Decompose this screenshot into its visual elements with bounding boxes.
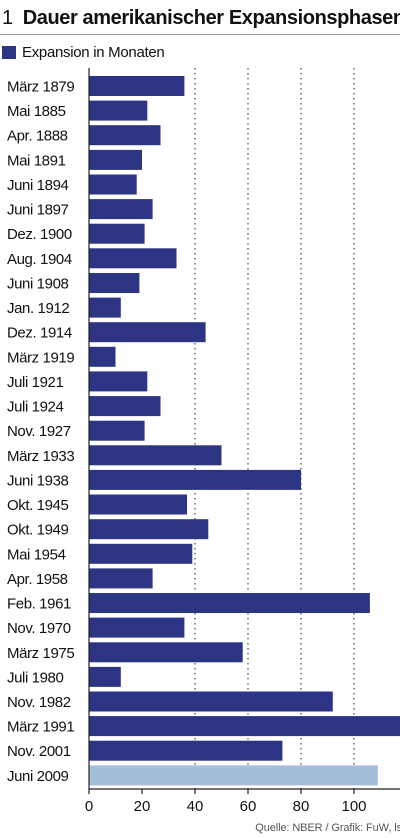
bar <box>89 346 116 367</box>
category-label: Nov. 1970 <box>7 620 71 637</box>
bar <box>89 716 400 737</box>
x-tick-label: 20 <box>134 798 151 815</box>
bar <box>89 371 148 392</box>
category-label: Juni 1938 <box>7 472 69 489</box>
bar <box>89 494 187 515</box>
category-label: Dez. 1914 <box>7 325 72 342</box>
bar <box>89 420 145 441</box>
bar <box>89 100 148 121</box>
bar <box>89 642 243 663</box>
category-label: März 1933 <box>7 448 74 465</box>
legend-label: Expansion in Monaten <box>22 43 165 61</box>
category-label: Dez. 1900 <box>7 226 72 243</box>
bar <box>89 76 185 96</box>
bar <box>89 593 370 613</box>
bar <box>89 396 161 417</box>
category-label: Nov. 1982 <box>7 694 71 711</box>
category-label: Okt. 1949 <box>7 522 68 539</box>
bar <box>89 666 121 687</box>
bar <box>89 248 177 269</box>
chart-number: 1 <box>2 7 14 29</box>
category-label: Aug. 1904 <box>7 251 72 268</box>
x-tick-label: 100 <box>341 798 366 815</box>
x-tick-label: 80 <box>293 798 310 815</box>
title-divider <box>0 34 400 35</box>
category-label: Feb. 1961 <box>7 596 71 613</box>
category-label: Juli 1924 <box>7 399 64 416</box>
bar <box>89 568 153 589</box>
x-tick-label: 0 <box>85 798 93 815</box>
category-label: Juni 1894 <box>7 177 69 194</box>
category-label: März 1879 <box>7 79 74 96</box>
bar <box>89 469 301 490</box>
bar <box>89 273 140 293</box>
source-note: Quelle: NBER / Grafik: FuW, ls <box>255 822 400 834</box>
category-label: Mai 1885 <box>7 103 66 120</box>
category-label: Mai 1954 <box>7 546 66 563</box>
legend: Expansion in Monaten <box>2 42 165 62</box>
bar <box>89 322 206 343</box>
bar <box>89 174 137 195</box>
bar-highlight <box>89 765 378 786</box>
category-label: Apr. 1958 <box>7 571 68 588</box>
category-label: Juli 1980 <box>7 669 64 686</box>
category-label: Mai 1891 <box>7 152 66 169</box>
bar <box>89 223 145 244</box>
bar <box>89 199 153 220</box>
bar <box>89 691 333 712</box>
category-label: Nov. 1927 <box>7 423 71 440</box>
chart-title: 1 Dauer amerikanischer Expansionsphasen <box>2 6 400 30</box>
category-label: März 1919 <box>7 349 74 366</box>
x-tick-label: 60 <box>240 798 257 815</box>
x-tick-label: 40 <box>187 798 204 815</box>
category-label: Jan. 1912 <box>7 300 69 317</box>
category-label: Juni 2009 <box>7 768 69 785</box>
bar <box>89 617 185 638</box>
category-label: Okt. 1945 <box>7 497 68 514</box>
bar <box>89 445 222 466</box>
category-label: Nov. 2001 <box>7 743 71 760</box>
bar <box>89 543 193 564</box>
bar <box>89 519 209 540</box>
bar <box>89 740 283 761</box>
category-label: März 1991 <box>7 719 74 736</box>
legend-swatch <box>2 45 16 59</box>
category-label: Juni 1897 <box>7 202 69 219</box>
category-label: Apr. 1888 <box>7 128 68 145</box>
bar <box>89 149 142 170</box>
bar <box>89 125 161 146</box>
chart-title-text: Dauer amerikanischer Expansionsphasen <box>22 7 400 29</box>
category-label: Juli 1921 <box>7 374 64 391</box>
bar <box>89 297 121 318</box>
category-label: März 1975 <box>7 645 74 662</box>
category-label: Juni 1908 <box>7 276 69 293</box>
